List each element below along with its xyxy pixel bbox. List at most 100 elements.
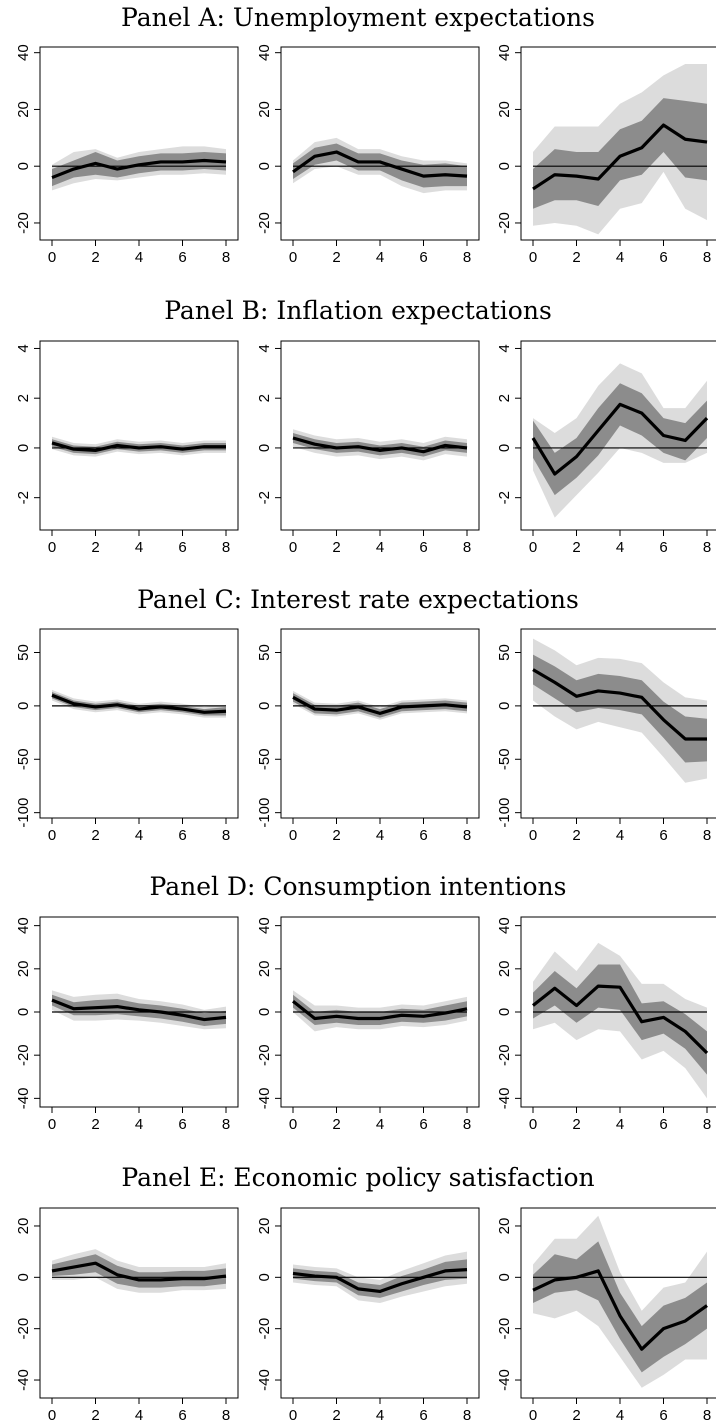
panel-b-plot-1-x-tick-label: 4 bbox=[135, 539, 143, 556]
panel-e-plot-2-x-tick-label: 2 bbox=[332, 1407, 340, 1421]
panel-d-plot-3-y-tick-label: -20 bbox=[496, 1044, 513, 1066]
panel-c-plot-1-x-tick-label: 2 bbox=[91, 827, 99, 844]
panel-e-plot-1-frame bbox=[39, 1207, 239, 1399]
panel-e-plot-2-y-tick-label: 20 bbox=[256, 1218, 273, 1235]
panel-d-title: Panel D: Consumption intentions bbox=[149, 872, 567, 901]
panel-a-plot-1-y-tick-label: 40 bbox=[15, 44, 32, 61]
panel-d-plot-3-y-tick-label: 20 bbox=[496, 960, 513, 977]
panel-d-plot-1-y-tick-label: -20 bbox=[15, 1044, 32, 1066]
panel-c-plot-2-x-tick-label: 2 bbox=[332, 827, 340, 844]
panel-d-plot-1-y-tick-label: -40 bbox=[15, 1088, 32, 1110]
panel-a-plot-3-x-tick-label: 6 bbox=[659, 249, 667, 266]
panel-d-plot-3-x-tick-label: 8 bbox=[703, 1116, 711, 1133]
panel-c-plot-1-y-tick-label: 50 bbox=[15, 644, 32, 661]
panel-c-plot-2-frame bbox=[280, 628, 480, 819]
panel-d-plot-2-y-tick-label: -40 bbox=[256, 1088, 273, 1110]
panel-a-plot-2-frame bbox=[280, 46, 480, 241]
panel-a-plot-2-x-tick-label: 2 bbox=[332, 249, 340, 266]
panel-a-plot-2-y-tick-label: 0 bbox=[256, 162, 273, 170]
panel-e-plot-3-x-tick-label: 6 bbox=[659, 1407, 667, 1421]
panel-e-plot-3-y-tick-label: -20 bbox=[496, 1318, 513, 1340]
panel-b-plot-2-x-tick-label: 8 bbox=[463, 539, 471, 556]
panel-a-plot-1-estimate-line bbox=[51, 158, 227, 180]
panel-e-plot-2-y-tick-label: -20 bbox=[256, 1318, 273, 1340]
panel-a-plot-3-y-tick-label: 20 bbox=[496, 101, 513, 118]
panel-a-plot-2-x-tick-label: 8 bbox=[463, 249, 471, 266]
panel-a-plot-1-y-tick-label: 0 bbox=[15, 162, 32, 170]
panel-b-plot-3-x-tick-label: 4 bbox=[616, 539, 624, 556]
panel-e-plot-3-x-tick-label: 2 bbox=[572, 1407, 580, 1421]
panel-d-plot-2-y-tick-label: -20 bbox=[256, 1044, 273, 1066]
panel-e-plot-3-ci90-band bbox=[533, 1241, 707, 1373]
panel-e-plot-3-x-tick-label: 8 bbox=[703, 1407, 711, 1421]
panel-b-plot-1-y-tick-label: -2 bbox=[15, 491, 32, 504]
panel-c-plot-2-y-tick-label: -50 bbox=[256, 748, 273, 770]
panel-e-plot-1-x-tick-label: 2 bbox=[91, 1407, 99, 1421]
panel-b-plot-2-y-tick-label: 4 bbox=[256, 344, 273, 352]
panel-e-plot-1-estimate-line bbox=[51, 1261, 227, 1282]
panel-c-plot-2-x-tick-label: 6 bbox=[419, 827, 427, 844]
panel-b-plot-2-x-tick-label: 0 bbox=[289, 539, 297, 556]
panel-c-title: Panel C: Interest rate expectations bbox=[137, 585, 579, 614]
panel-b-plot-3-y-tick-label: 2 bbox=[496, 394, 513, 402]
panel-a-plot-1-y-tick-label: 20 bbox=[15, 101, 32, 118]
panel-a-plot-2-y-tick-label: -20 bbox=[256, 212, 273, 234]
panel-c-plot-1-x-tick-label: 0 bbox=[48, 827, 56, 844]
panel-d-plot-3-y-tick-label: 40 bbox=[496, 917, 513, 934]
panel-c-plot-1-y-tick-label: -50 bbox=[15, 748, 32, 770]
panel-c-plot-2-x-tick-label: 0 bbox=[289, 827, 297, 844]
panel-b-plot-3-x-tick-label: 8 bbox=[703, 539, 711, 556]
panel-a-plot-3-y-tick-label: 40 bbox=[496, 44, 513, 61]
panel-e-plot-1-y-tick-label: 0 bbox=[15, 1273, 32, 1281]
panel-a-plot-1-x-tick-label: 6 bbox=[178, 249, 186, 266]
panel-e-plot-3-y-tick-label: 0 bbox=[496, 1273, 513, 1281]
panel-a-plot-2-x-tick-label: 0 bbox=[289, 249, 297, 266]
panel-d-plot-2-y-tick-label: 20 bbox=[256, 960, 273, 977]
panel-c-plot-3-y-tick-label: 0 bbox=[496, 702, 513, 710]
panel-a-plot-2-x-tick-label: 4 bbox=[376, 249, 384, 266]
panel-e-plot-3-x-tick-label: 0 bbox=[529, 1407, 537, 1421]
panel-c-plot-3-x-tick-label: 2 bbox=[572, 827, 580, 844]
panel-c-plot-3-y-tick-label: -100 bbox=[496, 798, 513, 828]
panel-b-plot-3-x-tick-label: 2 bbox=[572, 539, 580, 556]
panel-d-plot-3-y-tick-label: 0 bbox=[496, 1008, 513, 1016]
panel-b-plot-2-y-tick-label: -2 bbox=[256, 491, 273, 504]
panel-d-plot-3-x-tick-label: 4 bbox=[616, 1116, 624, 1133]
panel-e-plot-2-x-tick-label: 0 bbox=[289, 1407, 297, 1421]
panel-b-plot-1-frame bbox=[39, 340, 239, 531]
panel-d-plot-1-y-tick-label: 20 bbox=[15, 960, 32, 977]
panel-e-plot-2-y-tick-label: -40 bbox=[256, 1369, 273, 1391]
panel-b-plot-3-y-tick-label: 4 bbox=[496, 344, 513, 352]
panel-a-plot-2-x-tick-label: 6 bbox=[419, 249, 427, 266]
panel-a-plot-1-y-tick-label: -20 bbox=[15, 212, 32, 234]
panel-d-plot-3-x-tick-label: 0 bbox=[529, 1116, 537, 1133]
panel-a-plot-1-x-tick-label: 2 bbox=[91, 249, 99, 266]
panel-e-plot-1-y-tick-label: -40 bbox=[15, 1369, 32, 1391]
panel-d-plot-1-x-tick-label: 0 bbox=[48, 1116, 56, 1133]
panel-a-plot-3-x-tick-label: 2 bbox=[572, 249, 580, 266]
panel-d-plot-2-x-tick-label: 0 bbox=[289, 1116, 297, 1133]
panel-b-title: Panel B: Inflation expectations bbox=[164, 296, 552, 325]
panel-e-plot-2-ci95-band bbox=[293, 1251, 467, 1303]
panel-c-plot-1-estimate-line bbox=[51, 693, 227, 714]
panel-a-plot-1-x-tick-label: 4 bbox=[135, 249, 143, 266]
panel-e-plot-1-x-tick-label: 6 bbox=[178, 1407, 186, 1421]
panel-a-plot-3-y-tick-label: -20 bbox=[496, 212, 513, 234]
panel-a-plot-3-x-tick-label: 8 bbox=[703, 249, 711, 266]
panel-b-plot-2-x-tick-label: 2 bbox=[332, 539, 340, 556]
panel-e-plot-3-x-tick-label: 4 bbox=[616, 1407, 624, 1421]
panel-b-plot-1-y-tick-label: 2 bbox=[15, 394, 32, 402]
panel-a-plot-1-frame bbox=[39, 46, 239, 241]
panel-d-plot-3-estimate-line bbox=[532, 984, 709, 1055]
panel-e-plot-3-y-tick-label: 20 bbox=[496, 1218, 513, 1235]
panel-e-plot-1-y-tick-label: -20 bbox=[15, 1318, 32, 1340]
panel-c-plot-2-y-tick-label: -100 bbox=[256, 798, 273, 828]
panel-e-plot-2-estimate-line bbox=[292, 1268, 468, 1294]
panel-c-plot-2-x-tick-label: 4 bbox=[376, 827, 384, 844]
panel-b-plot-1-x-tick-label: 8 bbox=[222, 539, 230, 556]
panel-a-plot-1-x-tick-label: 8 bbox=[222, 249, 230, 266]
panel-e-plot-3-y-tick-label: -40 bbox=[496, 1369, 513, 1391]
panel-e-plot-1-y-tick-label: 20 bbox=[15, 1218, 32, 1235]
